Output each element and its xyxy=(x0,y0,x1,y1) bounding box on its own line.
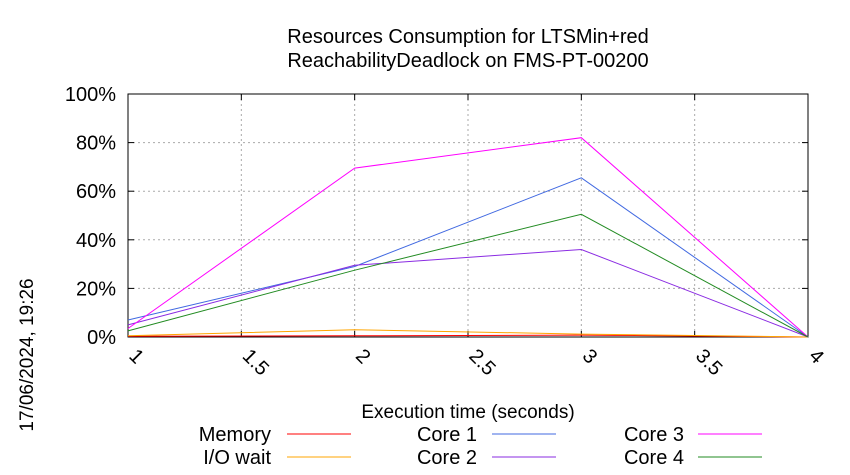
series-line-core-1 xyxy=(127,177,809,338)
series-line-core-4 xyxy=(127,213,809,338)
grid xyxy=(128,94,808,337)
x-tick-label: 3.5 xyxy=(691,345,726,380)
legend-label: Core 4 xyxy=(624,447,684,469)
y-tick-label: 0% xyxy=(87,327,116,349)
y-tick-label: 80% xyxy=(76,133,116,155)
series-line-core-3 xyxy=(127,137,809,338)
x-tick-label: 1.5 xyxy=(238,345,273,380)
legend-label: Core 3 xyxy=(624,424,684,446)
y-tick-label: 20% xyxy=(76,278,116,300)
x-tick-label: 2.5 xyxy=(464,345,499,380)
y-tick-label: 100% xyxy=(65,84,116,106)
y-tick-label: 60% xyxy=(76,181,116,203)
x-tick-label: 3 xyxy=(578,345,601,368)
legend-label: Core 1 xyxy=(417,424,477,446)
timestamp: 17/06/2024, 19:26 xyxy=(17,278,38,431)
legend-label: Memory xyxy=(199,424,271,446)
y-axis: 0% 20% 40% 60% 80% 100% xyxy=(65,84,808,349)
series-line-core-2 xyxy=(127,248,809,338)
series-group xyxy=(127,137,809,338)
x-tick-label: 4 xyxy=(804,345,827,368)
legend-label: Core 2 xyxy=(417,447,477,469)
legend-label: I/O wait xyxy=(203,447,271,469)
series-line-i-o-wait xyxy=(127,329,809,338)
chart-title: Resources Consumption for LTSMin+red xyxy=(287,26,648,48)
chart-subtitle: ReachabilityDeadlock on FMS-PT-00200 xyxy=(287,50,648,72)
y-tick-label: 40% xyxy=(76,230,116,252)
x-axis-label: Execution time (seconds) xyxy=(361,402,574,423)
x-tick-label: 1 xyxy=(124,345,147,368)
x-tick-label: 2 xyxy=(351,345,374,368)
